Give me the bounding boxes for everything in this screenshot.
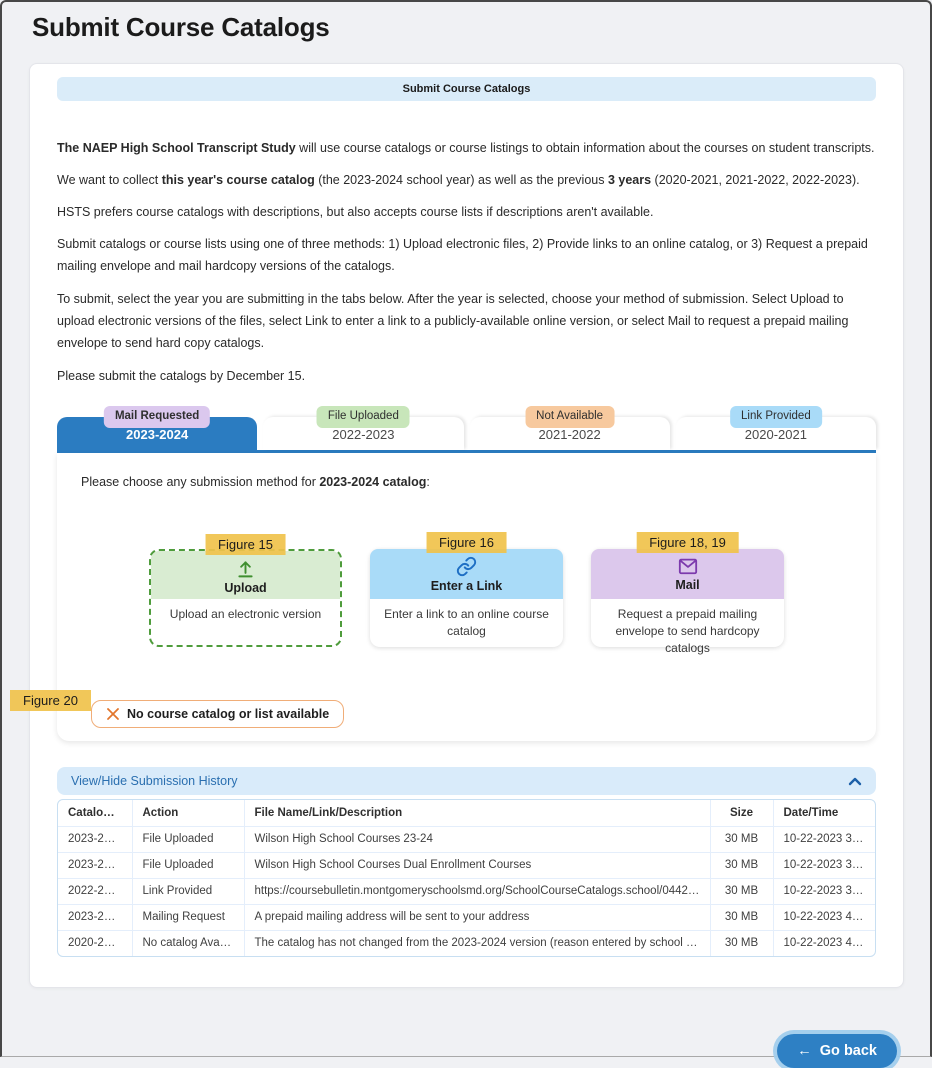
table-row: 2022-2023 Link Provided https://coursebu… (58, 878, 875, 905)
card-title: Submit Course Catalogs (57, 77, 876, 101)
intro-paragraph: HSTS prefers course catalogs with descri… (57, 205, 654, 219)
upload-icon (151, 558, 340, 579)
method-description: Enter a link to an online course catalog (384, 607, 549, 638)
cell-date-time: 10-22-2023 4:00 PM (773, 904, 875, 931)
mail-card-header: Mail (591, 549, 784, 599)
cell-catalog-year: 2023-2024 (58, 852, 133, 879)
cell-size: 30 MB (710, 852, 774, 879)
cell-catalog-year: 2020-2021 (58, 930, 133, 956)
status-badge-mail-requested: Mail Requested (103, 406, 211, 428)
history-table: Catalog Year Action File Name/Link/Descr… (57, 799, 876, 957)
column-header-action: Action (132, 800, 245, 827)
link-card-header: Enter a Link (370, 549, 563, 599)
table-header-row: Catalog Year Action File Name/Link/Descr… (58, 800, 875, 827)
cell-size: 30 MB (710, 904, 774, 931)
history-toggle-label: View/Hide Submission History (71, 774, 238, 788)
intro-bold: 3 years (607, 173, 652, 187)
intro-paragraph: To submit, select the year you are submi… (57, 292, 849, 350)
page-title: Submit Course Catalogs (32, 12, 330, 42)
cell-file-name: Wilson High School Courses 23-24 (244, 826, 711, 853)
upload-method-card[interactable]: Figure 15 Upload Upload an electronic ve… (149, 534, 342, 647)
intro-paragraph: Submit catalogs or course lists using on… (57, 237, 868, 273)
method-description: Request a prepaid mailing envelope to se… (615, 607, 760, 655)
intro-paragraph: We want to collect this year's course ca… (57, 173, 860, 187)
method-description: Upload an electronic version (169, 607, 322, 621)
cell-file-name: Wilson High School Courses Dual Enrollme… (244, 852, 711, 879)
cell-size: 30 MB (710, 826, 774, 853)
method-title: Mail (675, 578, 700, 592)
cell-date-time: 10-22-2023 3:50 PM (773, 852, 875, 879)
cell-action: Mailing Request (132, 904, 245, 931)
tab-2023-2024[interactable]: Mail Requested 2023-2024 (57, 406, 258, 450)
cell-catalog-year: 2022-2023 (58, 878, 133, 905)
cell-date-time: 10-22-2023 3:57 PM (773, 878, 875, 905)
cell-date-time: 10-22-2023 3:45 PM (773, 826, 875, 853)
table-row: 2023-2024 File Uploaded Wilson High Scho… (58, 826, 875, 853)
arrow-left-icon: ← (797, 1043, 812, 1059)
upload-card-header: Upload (151, 551, 340, 599)
deadline-text: Please submit the catalogs by December 1… (57, 369, 306, 383)
table-row: 2023-2024 File Uploaded Wilson High Scho… (58, 852, 875, 879)
cell-catalog-year: 2023-2024 (58, 826, 133, 853)
cell-action: File Uploaded (132, 852, 245, 879)
cell-size: 30 MB (710, 878, 774, 905)
cell-file-name: The catalog has not changed from the 202… (244, 930, 711, 956)
status-badge-not-available: Not Available (525, 406, 615, 428)
submit-course-catalogs-card: Submit Course Catalogs The NAEP High Sch… (10, 63, 904, 988)
go-back-label: Go back (819, 1043, 877, 1059)
tab-label: 2022-2023 (332, 427, 395, 442)
column-header-date-time: Date/Time (773, 800, 875, 827)
intro-bold: this year's course catalog (161, 173, 315, 187)
intro-bold: The NAEP High School Transcript Study (57, 141, 296, 155)
cell-size: 30 MB (710, 930, 774, 956)
submission-prompt: Please choose any submission method for … (81, 475, 430, 489)
column-header-file-name: File Name/Link/Description (244, 800, 711, 827)
tab-panel-2023-2024: Please choose any submission method for … (10, 453, 876, 741)
tab-2021-2022[interactable]: Not Available 2021-2022 (469, 406, 670, 450)
submission-methods: Figure 15 Upload Upload an electronic ve… (81, 532, 852, 655)
mail-method-card[interactable]: Figure 18, 19 Mail Request a prepaid mai… (591, 532, 784, 655)
mail-icon (591, 556, 784, 576)
tab-label: 2020-2021 (744, 427, 807, 442)
go-back-button[interactable]: ← Go back (777, 1034, 897, 1068)
table-row: 2023-2024 Mailing Request A prepaid mail… (58, 904, 875, 931)
figure-20-highlight: Figure 20 (10, 690, 91, 711)
cell-file-name: A prepaid mailing address will be sent t… (244, 904, 711, 931)
cell-action: No catalog Available (132, 930, 245, 956)
intro-text: The NAEP High School Transcript Study wi… (57, 137, 876, 387)
cell-date-time: 10-22-2023 4:30 PM (783, 937, 876, 950)
cell-file-name: https://coursebulletin.montgomeryschools… (244, 878, 711, 905)
method-title: Upload (224, 581, 267, 595)
link-icon (370, 556, 563, 577)
tab-label: 2021-2022 (538, 427, 601, 442)
x-icon (106, 707, 120, 721)
no-catalog-button[interactable]: No course catalog or list available (91, 700, 345, 728)
cell-action: Link Provided (132, 878, 245, 905)
figure-16-highlight: Figure 16 (426, 532, 507, 553)
figure-15-highlight: Figure 15 (205, 534, 286, 555)
intro-paragraph: The NAEP High School Transcript Study wi… (57, 141, 875, 155)
status-badge-file-uploaded: File Uploaded (316, 406, 410, 428)
column-header-catalog-year: Catalog Year (58, 800, 133, 827)
figure-18-19-highlight: Figure 18, 19 (636, 532, 739, 553)
tab-2022-2023[interactable]: File Uploaded 2022-2023 (263, 406, 464, 450)
status-badge-link-provided: Link Provided (730, 406, 822, 428)
year-tab-strip: Mail Requested 2023-2024 File Uploaded 2… (57, 406, 876, 453)
cell-action: File Uploaded (132, 826, 245, 853)
submission-history-section: View/Hide Submission History Catalog Yea… (57, 767, 876, 957)
column-header-size: Size (710, 800, 774, 827)
table-row: 2020-2021 No catalog Available The catal… (58, 930, 875, 956)
cell-catalog-year: 2023-2024 (58, 904, 133, 931)
chevron-up-icon[interactable] (848, 775, 862, 787)
no-catalog-label: No course catalog or list available (127, 707, 330, 721)
link-method-card[interactable]: Figure 16 Enter a Link Enter a link to a… (370, 532, 563, 647)
tab-2020-2021[interactable]: Link Provided 2020-2021 (675, 406, 876, 450)
page-footer: ← Go back (2, 988, 930, 1068)
history-toggle[interactable]: View/Hide Submission History (57, 767, 876, 795)
tab-label: 2023-2024 (126, 427, 189, 442)
method-title: Enter a Link (430, 579, 503, 593)
